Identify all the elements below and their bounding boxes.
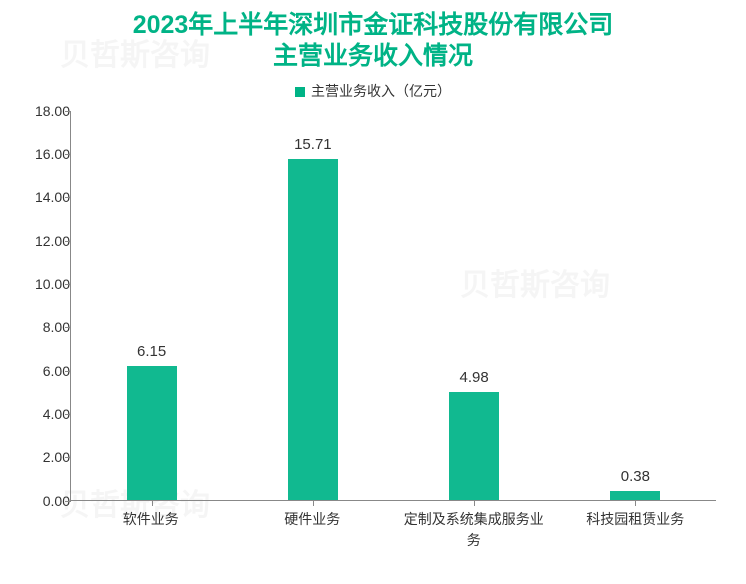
y-tick-mark bbox=[65, 241, 71, 242]
chart-title-line2: 主营业务收入情况 bbox=[0, 41, 746, 72]
bar bbox=[449, 392, 499, 500]
y-tick-mark bbox=[65, 197, 71, 198]
bars-container: 6.15 15.71 4.98 0.38 bbox=[71, 111, 716, 500]
y-tick-label: 6.00 bbox=[15, 363, 70, 379]
y-tick-mark bbox=[65, 284, 71, 285]
y-tick-label: 2.00 bbox=[15, 449, 70, 465]
y-tick-mark bbox=[65, 414, 71, 415]
y-tick-label: 4.00 bbox=[15, 406, 70, 422]
chart-legend: 主营业务收入（亿元） bbox=[0, 81, 746, 101]
chart-area: 0.002.004.006.008.0010.0012.0014.0016.00… bbox=[70, 111, 716, 501]
y-tick-mark bbox=[65, 457, 71, 458]
x-tick-mark bbox=[152, 500, 153, 506]
x-axis-label: 定制及系统集成服务业务 bbox=[393, 501, 555, 551]
chart-title-line1: 2023年上半年深圳市金证科技股份有限公司 bbox=[0, 10, 746, 41]
chart-title: 2023年上半年深圳市金证科技股份有限公司 主营业务收入情况 bbox=[0, 0, 746, 73]
y-tick-label: 8.00 bbox=[15, 319, 70, 335]
bar bbox=[288, 159, 338, 499]
bar bbox=[127, 366, 177, 499]
bar-value-label: 15.71 bbox=[294, 136, 332, 153]
bar-slot: 0.38 bbox=[555, 111, 716, 500]
bar-value-label: 4.98 bbox=[460, 369, 489, 386]
bar-value-label: 0.38 bbox=[621, 468, 650, 485]
y-tick-label: 14.00 bbox=[15, 189, 70, 205]
plot-area: 6.15 15.71 4.98 0.38 bbox=[70, 111, 716, 501]
y-tick-mark bbox=[65, 327, 71, 328]
x-axis-label: 科技园租赁业务 bbox=[555, 501, 717, 551]
y-axis: 0.002.004.006.008.0010.0012.0014.0016.00… bbox=[15, 111, 70, 501]
y-tick-label: 10.00 bbox=[15, 276, 70, 292]
x-axis-labels: 软件业务硬件业务定制及系统集成服务业务科技园租赁业务 bbox=[70, 501, 716, 551]
y-tick-label: 16.00 bbox=[15, 146, 70, 162]
bar bbox=[610, 491, 660, 499]
y-tick-mark bbox=[65, 371, 71, 372]
bar-slot: 6.15 bbox=[71, 111, 232, 500]
x-tick-mark bbox=[635, 500, 636, 506]
legend-label: 主营业务收入（亿元） bbox=[311, 83, 451, 99]
x-axis-label: 硬件业务 bbox=[232, 501, 394, 551]
y-tick-mark bbox=[65, 111, 71, 112]
x-tick-mark bbox=[474, 500, 475, 506]
bar-value-label: 6.15 bbox=[137, 343, 166, 360]
bar-slot: 4.98 bbox=[394, 111, 555, 500]
y-tick-label: 0.00 bbox=[15, 493, 70, 509]
y-tick-label: 18.00 bbox=[15, 103, 70, 119]
y-tick-label: 12.00 bbox=[15, 233, 70, 249]
x-tick-mark bbox=[313, 500, 314, 506]
y-tick-mark bbox=[65, 154, 71, 155]
x-axis-label: 软件业务 bbox=[70, 501, 232, 551]
bar-slot: 15.71 bbox=[232, 111, 393, 500]
y-tick-mark bbox=[65, 501, 71, 502]
legend-swatch bbox=[295, 87, 305, 97]
